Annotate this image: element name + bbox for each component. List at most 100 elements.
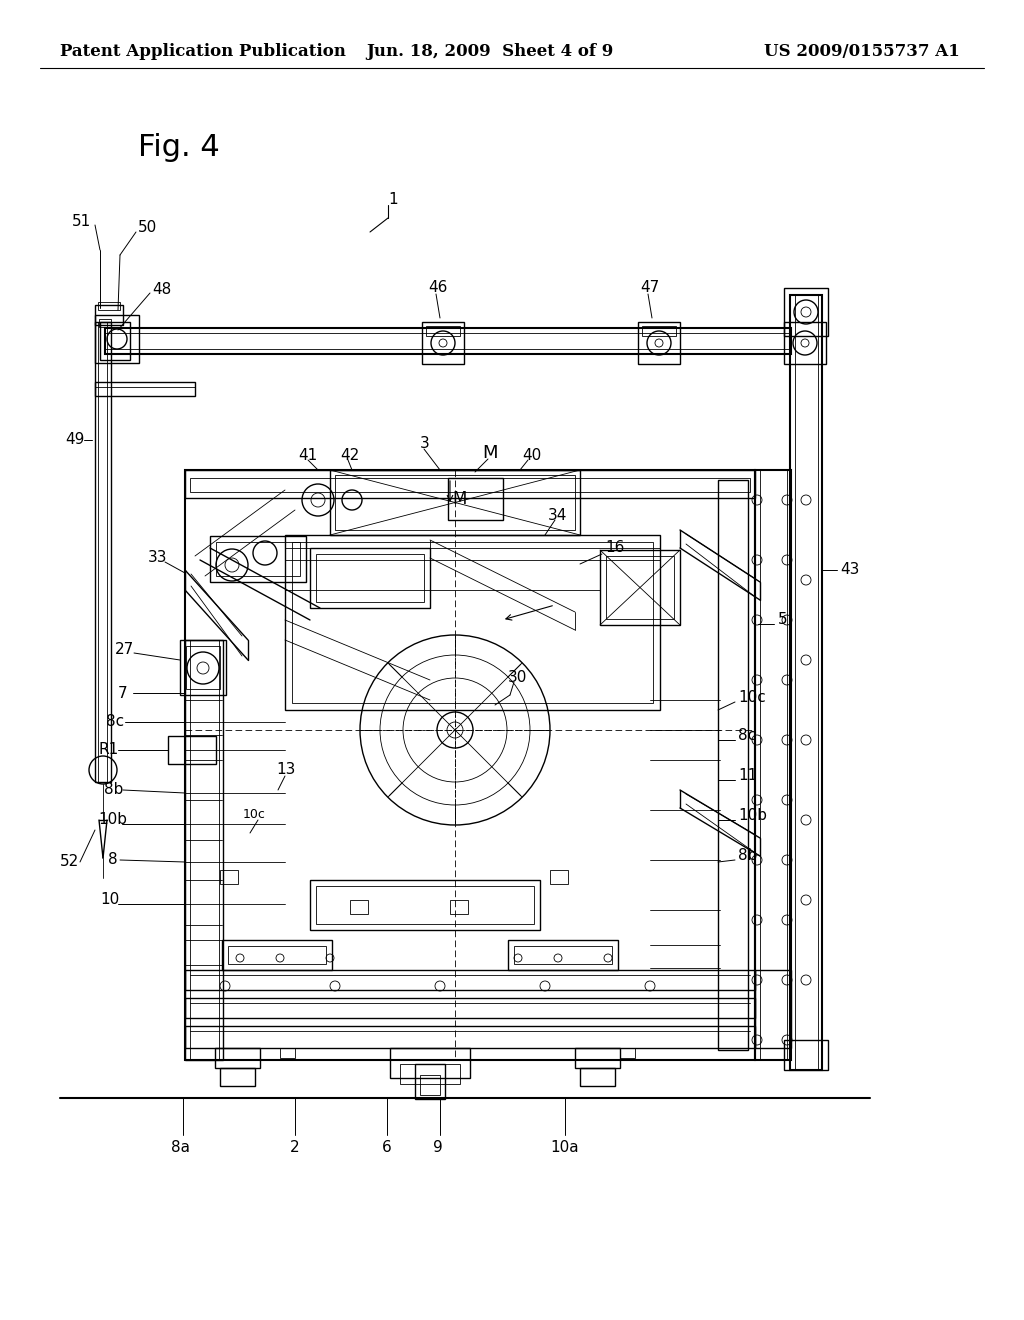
Bar — [105, 327, 791, 354]
Bar — [450, 900, 468, 913]
Bar — [285, 535, 660, 710]
Bar — [784, 288, 828, 337]
Text: 10b: 10b — [98, 813, 127, 828]
Bar — [185, 998, 755, 1018]
Bar — [185, 470, 755, 1060]
Bar — [390, 1048, 470, 1078]
Text: 9: 9 — [433, 1140, 442, 1155]
Text: 49: 49 — [65, 433, 84, 447]
Bar — [508, 940, 618, 970]
Text: 1: 1 — [388, 193, 397, 207]
Bar — [292, 543, 653, 704]
Bar — [316, 886, 534, 924]
Text: 8c: 8c — [106, 714, 124, 730]
Text: 46: 46 — [428, 281, 447, 296]
Bar — [280, 1048, 295, 1059]
Bar — [350, 900, 368, 913]
Bar — [216, 543, 300, 576]
Bar — [606, 556, 674, 619]
Bar — [330, 470, 580, 535]
Bar — [95, 305, 123, 325]
Bar — [215, 1048, 260, 1068]
Bar — [580, 1068, 615, 1086]
Text: 27: 27 — [115, 643, 134, 657]
Bar — [99, 319, 111, 327]
Bar — [310, 880, 540, 931]
Text: 3: 3 — [420, 436, 430, 450]
Bar — [420, 1074, 440, 1096]
Text: 16: 16 — [605, 540, 625, 556]
Text: 50: 50 — [138, 220, 158, 235]
Bar — [95, 381, 195, 396]
Bar — [98, 302, 120, 310]
Bar — [185, 640, 223, 1060]
Bar — [186, 645, 220, 689]
Bar — [575, 1048, 620, 1068]
Bar — [514, 946, 612, 964]
Bar — [638, 322, 680, 364]
Bar — [95, 322, 111, 781]
Text: 7: 7 — [118, 685, 128, 701]
Text: 10: 10 — [100, 892, 119, 908]
Text: 43: 43 — [840, 562, 859, 578]
Text: 11: 11 — [738, 767, 758, 783]
Bar — [190, 478, 750, 492]
Bar — [718, 480, 748, 1049]
Bar — [642, 326, 676, 337]
Bar — [180, 640, 226, 696]
Text: 33: 33 — [148, 550, 168, 565]
Text: 8a: 8a — [171, 1140, 189, 1155]
Text: R1: R1 — [99, 742, 119, 758]
Bar — [168, 737, 216, 764]
Text: 2: 2 — [290, 1140, 300, 1155]
Bar — [220, 870, 238, 884]
Text: 30: 30 — [508, 669, 527, 685]
Bar — [550, 870, 568, 884]
Bar — [426, 326, 460, 337]
Bar — [310, 548, 430, 609]
Bar — [600, 550, 680, 624]
Text: 51: 51 — [72, 214, 91, 230]
Text: M: M — [453, 490, 467, 508]
Text: M: M — [482, 444, 498, 462]
Text: US 2009/0155737 A1: US 2009/0155737 A1 — [764, 44, 961, 61]
Bar — [185, 470, 755, 498]
Bar — [784, 322, 826, 364]
Bar — [210, 536, 306, 582]
Text: 10b: 10b — [738, 808, 767, 822]
Bar — [620, 1048, 635, 1059]
Bar — [316, 554, 424, 602]
Text: 52: 52 — [60, 854, 79, 870]
Bar — [790, 294, 822, 1071]
Bar — [415, 1064, 445, 1100]
Bar — [755, 970, 791, 1048]
Text: 8c: 8c — [738, 727, 756, 742]
Text: 8b: 8b — [738, 847, 758, 862]
Text: 5: 5 — [778, 612, 787, 627]
Bar — [95, 315, 139, 363]
Bar — [422, 322, 464, 364]
Bar — [784, 1040, 828, 1071]
Text: 13: 13 — [276, 763, 295, 777]
Bar — [185, 1026, 755, 1048]
Bar — [222, 940, 332, 970]
Bar — [449, 478, 503, 520]
Text: 10c: 10c — [243, 808, 266, 821]
Bar — [185, 970, 755, 990]
Text: 8b: 8b — [104, 783, 123, 797]
Text: Patent Application Publication: Patent Application Publication — [60, 44, 346, 61]
Text: 40: 40 — [522, 447, 542, 462]
Bar — [220, 1068, 255, 1086]
Bar — [755, 470, 791, 1060]
Text: 10a: 10a — [551, 1140, 580, 1155]
Text: 8: 8 — [108, 853, 118, 867]
Bar — [100, 322, 130, 360]
Text: 41: 41 — [298, 447, 317, 462]
Text: 47: 47 — [640, 281, 659, 296]
Text: 42: 42 — [340, 447, 359, 462]
Bar — [228, 946, 326, 964]
Text: 10c: 10c — [738, 689, 766, 705]
Text: Jun. 18, 2009  Sheet 4 of 9: Jun. 18, 2009 Sheet 4 of 9 — [367, 44, 613, 61]
Text: Fig. 4: Fig. 4 — [138, 133, 220, 162]
Text: 48: 48 — [152, 282, 171, 297]
